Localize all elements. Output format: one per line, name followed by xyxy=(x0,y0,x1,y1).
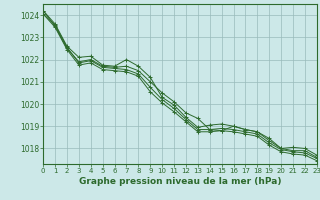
X-axis label: Graphe pression niveau de la mer (hPa): Graphe pression niveau de la mer (hPa) xyxy=(79,177,281,186)
